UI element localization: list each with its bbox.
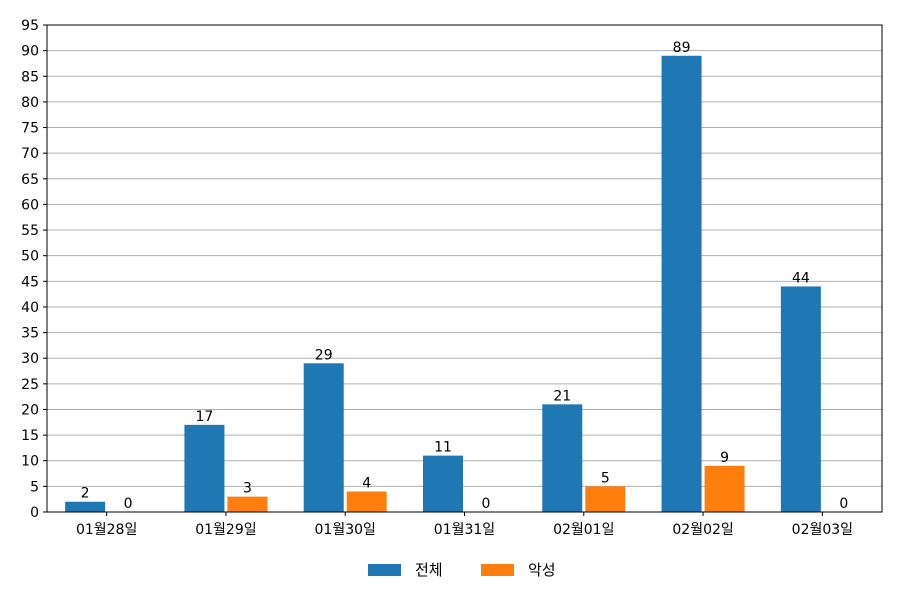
bar-total <box>542 404 583 512</box>
data-label: 0 <box>839 496 848 512</box>
data-label: 21 <box>553 388 571 404</box>
y-tick-label: 65 <box>21 172 39 188</box>
bars-layer <box>65 55 821 512</box>
y-tick-label: 45 <box>21 274 39 290</box>
y-tick-label: 75 <box>21 121 39 137</box>
data-label: 4 <box>362 475 371 491</box>
data-label: 0 <box>124 496 133 512</box>
bar-total <box>184 424 225 512</box>
x-tick-label: 01월31일 <box>434 522 495 538</box>
y-tick-label: 25 <box>21 377 39 393</box>
y-tick-label: 15 <box>21 428 39 444</box>
grid-lines <box>47 24 882 513</box>
bar-total <box>423 455 463 512</box>
y-tick-label: 85 <box>21 69 39 85</box>
plot-frame <box>46 24 883 513</box>
bar-total <box>65 501 106 512</box>
y-tick-label: 20 <box>21 402 39 418</box>
data-label: 89 <box>673 40 691 56</box>
y-tick-label: 10 <box>21 454 39 470</box>
bar-malicious <box>704 465 745 512</box>
y-tick-label: 5 <box>30 479 39 495</box>
legend-label: 전체 <box>415 561 443 579</box>
bar-total <box>661 55 702 512</box>
y-tick-label: 60 <box>21 197 39 213</box>
x-tick-label: 02월03일 <box>792 522 853 538</box>
y-axis: 0 5 10 15 20 25 30 35 40 45 50 55 60 65 70 75 80 85 90 95 <box>21 18 47 521</box>
y-tick-label: 55 <box>21 223 39 239</box>
data-label: 44 <box>792 270 810 286</box>
data-labels-layer: 2 0 17 3 29 4 11 0 21 5 89 9 44 0 <box>81 40 849 512</box>
x-tick-label: 02월01일 <box>553 522 614 538</box>
bar-malicious <box>585 486 626 512</box>
y-tick-label: 50 <box>21 249 39 265</box>
data-label: 3 <box>243 481 252 497</box>
y-tick-label: 30 <box>21 351 39 367</box>
x-tick-label: 01월29일 <box>195 522 256 538</box>
legend-label: 악성 <box>528 561 556 579</box>
x-tick-label: 02월02일 <box>672 522 733 538</box>
y-tick-label: 90 <box>21 44 39 60</box>
y-tick-label: 80 <box>21 95 39 111</box>
data-label: 17 <box>196 409 214 425</box>
data-label: 9 <box>720 450 729 466</box>
y-tick-label: 40 <box>21 300 39 316</box>
data-label: 5 <box>601 470 610 486</box>
y-tick-label: 70 <box>21 146 39 162</box>
x-axis: 01월28일 01월29일 01월30일 01월31일 02월01일 02월02일 02월0… <box>76 512 853 538</box>
x-tick-label: 01월28일 <box>76 522 137 538</box>
bar-total <box>780 286 821 512</box>
bar-malicious <box>346 491 387 512</box>
legend: 전체 악성 <box>368 561 556 579</box>
data-label: 0 <box>482 496 491 512</box>
data-label: 29 <box>315 347 333 363</box>
y-tick-label: 35 <box>21 326 39 342</box>
bar-total <box>303 363 344 512</box>
x-tick-label: 01월30일 <box>315 522 376 538</box>
data-label: 2 <box>81 486 90 502</box>
bar-malicious <box>227 496 268 512</box>
y-tick-label: 95 <box>21 18 39 34</box>
y-tick-label: 0 <box>30 505 39 521</box>
data-label: 11 <box>434 440 452 456</box>
legend-swatch <box>368 564 401 576</box>
legend-swatch <box>481 564 514 576</box>
